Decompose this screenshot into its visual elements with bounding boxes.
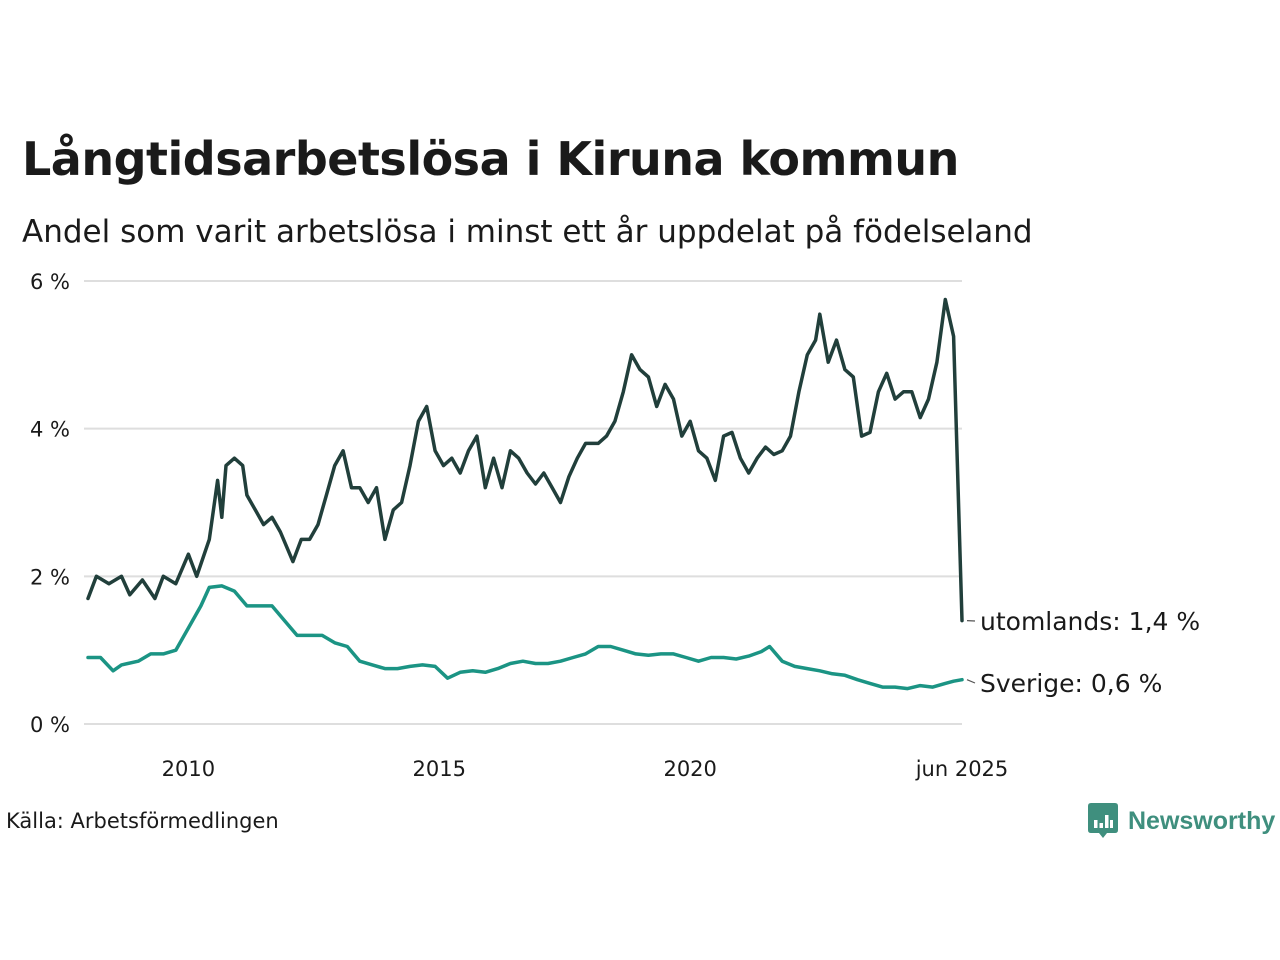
series-lines xyxy=(86,297,964,691)
y-tick-label: 6 % xyxy=(30,270,70,294)
gridlines xyxy=(84,280,962,725)
x-tick-label: jun 2025 xyxy=(915,757,1009,781)
y-tick-label: 2 % xyxy=(30,565,70,589)
y-axis-tick-labels: 0 % 2 % 4 % 6 % xyxy=(30,270,70,737)
series-line-utomlands xyxy=(86,297,964,623)
y-tick-label: 4 % xyxy=(30,418,70,442)
label-leader-line xyxy=(966,679,976,684)
series-end-label-utomlands: utomlands: 1,4 % xyxy=(980,607,1200,636)
x-axis-tick-labels: 2010 2015 2020 jun 2025 xyxy=(162,757,1009,781)
logo-text: Newsworthy xyxy=(1128,806,1276,835)
y-tick-label: 0 % xyxy=(30,713,70,737)
x-tick-label: 2010 xyxy=(162,757,215,781)
line-chart: 0 % 2 % 4 % 6 % 2010 2015 2020 jun 2025 utomla… xyxy=(30,270,1200,781)
newsworthy-logo[interactable]: Newsworthy xyxy=(1088,803,1275,839)
source-credit: Källa: Arbetsförmedlingen xyxy=(6,809,279,833)
chart-title: Långtidsarbetslösa i Kiruna kommun xyxy=(22,132,959,186)
series-line-sverige xyxy=(86,584,964,691)
x-tick-label: 2020 xyxy=(663,757,716,781)
bar-chart-speech-bubble-icon xyxy=(1088,803,1118,838)
x-tick-label: 2015 xyxy=(413,757,466,781)
chart-subtitle: Andel som varit arbetslösa i minst ett å… xyxy=(22,214,1033,250)
series-end-label-sverige: Sverige: 0,6 % xyxy=(980,669,1162,698)
series-end-labels: utomlands: 1,4 % Sverige: 0,6 % xyxy=(966,607,1200,698)
